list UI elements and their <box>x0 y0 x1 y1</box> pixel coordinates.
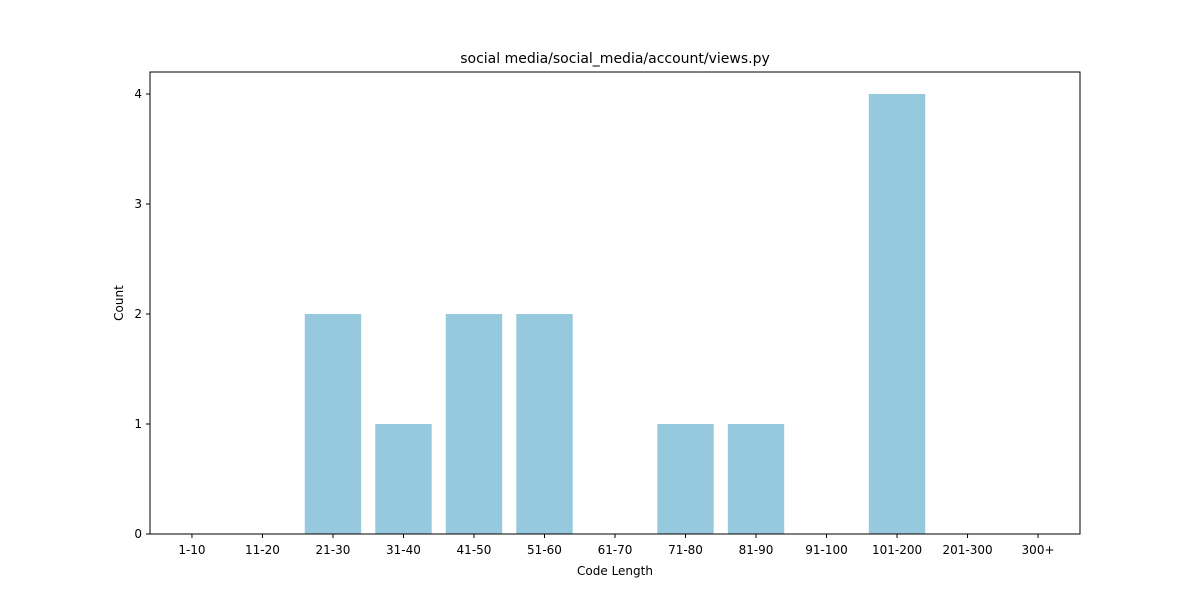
bar-51-60 <box>516 314 573 534</box>
x-tick-label: 51-60 <box>527 543 562 557</box>
x-tick-label: 300+ <box>1022 543 1055 557</box>
y-tick-label: 4 <box>134 87 142 101</box>
bar-71-80 <box>657 424 714 534</box>
plot-frame <box>149 71 1081 535</box>
bar-101-200 <box>868 94 926 534</box>
x-tick-label: 31-40 <box>386 543 421 557</box>
bar-41-50 <box>445 314 503 534</box>
y-axis-label: Count <box>112 285 126 321</box>
x-tick-label: 71-80 <box>668 543 703 557</box>
x-tick-label: 41-50 <box>457 543 492 557</box>
y-tick-label: 0 <box>134 527 142 541</box>
x-axis: 1-10 11-20 21-30 31-40 41-50 51-60 61-70 71-80 8… <box>178 534 1055 557</box>
x-tick-label: 101-200 <box>872 543 922 557</box>
x-tick-label: 61-70 <box>598 543 633 557</box>
bar-31-40 <box>375 424 432 534</box>
x-tick-label: 201-300 <box>942 543 992 557</box>
y-tick-label: 3 <box>134 197 142 211</box>
bar-21-30 <box>304 314 362 534</box>
bars-group <box>304 94 926 534</box>
chart-title: social media/social_media/account/views.… <box>460 51 770 67</box>
x-tick-label: 1-10 <box>178 543 205 557</box>
x-tick-label: 21-30 <box>316 543 351 557</box>
y-tick-label: 2 <box>134 307 142 321</box>
x-tick-label: 81-90 <box>739 543 774 557</box>
x-tick-label: 11-20 <box>245 543 280 557</box>
bar-81-90 <box>727 424 785 534</box>
y-axis: 0 1 2 3 4 <box>134 87 150 541</box>
x-tick-label: 91-100 <box>805 543 848 557</box>
y-tick-label: 1 <box>134 417 142 431</box>
x-axis-label: Code Length <box>577 564 653 578</box>
